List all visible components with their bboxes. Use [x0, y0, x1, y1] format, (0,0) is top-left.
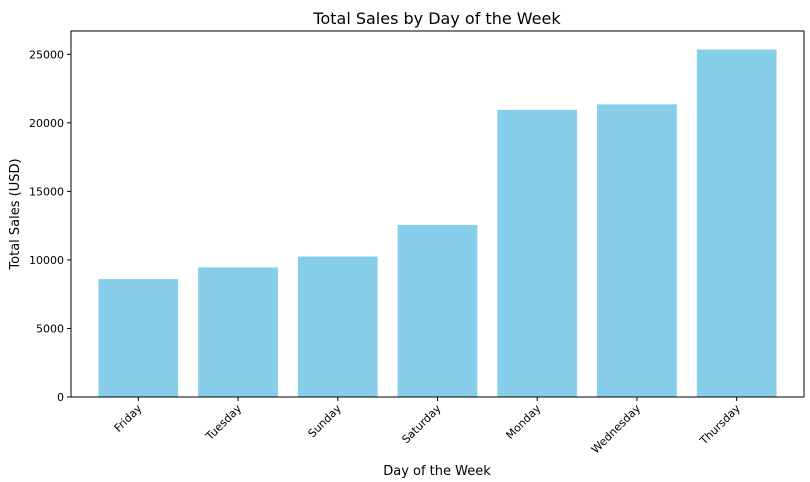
x-tick-label: Tuesday [203, 402, 245, 444]
y-axis-label: Total Sales (USD) [8, 158, 23, 270]
x-tick-label: Saturday [399, 402, 444, 447]
y-tick-label: 15000 [29, 185, 64, 198]
x-tick-label: Sunday [306, 402, 345, 441]
x-tick-label: Thursday [697, 402, 743, 448]
y-tick-label: 10000 [29, 254, 64, 267]
bar-thursday [696, 49, 777, 397]
bar-tuesday [198, 267, 278, 397]
bar-wednesday [597, 104, 677, 397]
chart-title: Total Sales by Day of the Week [312, 9, 561, 28]
plot-frame [70, 30, 805, 398]
x-axis: Friday Tuesday Sunday Saturday Monday Wednesd… [112, 397, 743, 456]
bar-monday [497, 109, 578, 397]
y-tick-label: 25000 [29, 48, 64, 61]
y-tick-label: 20000 [29, 117, 64, 130]
x-tick-label: Wednesday [589, 402, 644, 457]
bar-saturday [397, 224, 478, 397]
bar-friday [98, 279, 179, 397]
x-axis-label: Day of the Week [383, 464, 491, 479]
x-tick-label: Friday [112, 402, 145, 435]
bars-group [98, 49, 777, 397]
bar-sunday [297, 256, 378, 397]
x-tick-label: Monday [503, 402, 543, 442]
y-axis: 0 5000 10000 15000 20000 25000 [29, 48, 71, 404]
y-tick-label: 0 [57, 391, 64, 404]
y-tick-label: 5000 [36, 322, 64, 335]
